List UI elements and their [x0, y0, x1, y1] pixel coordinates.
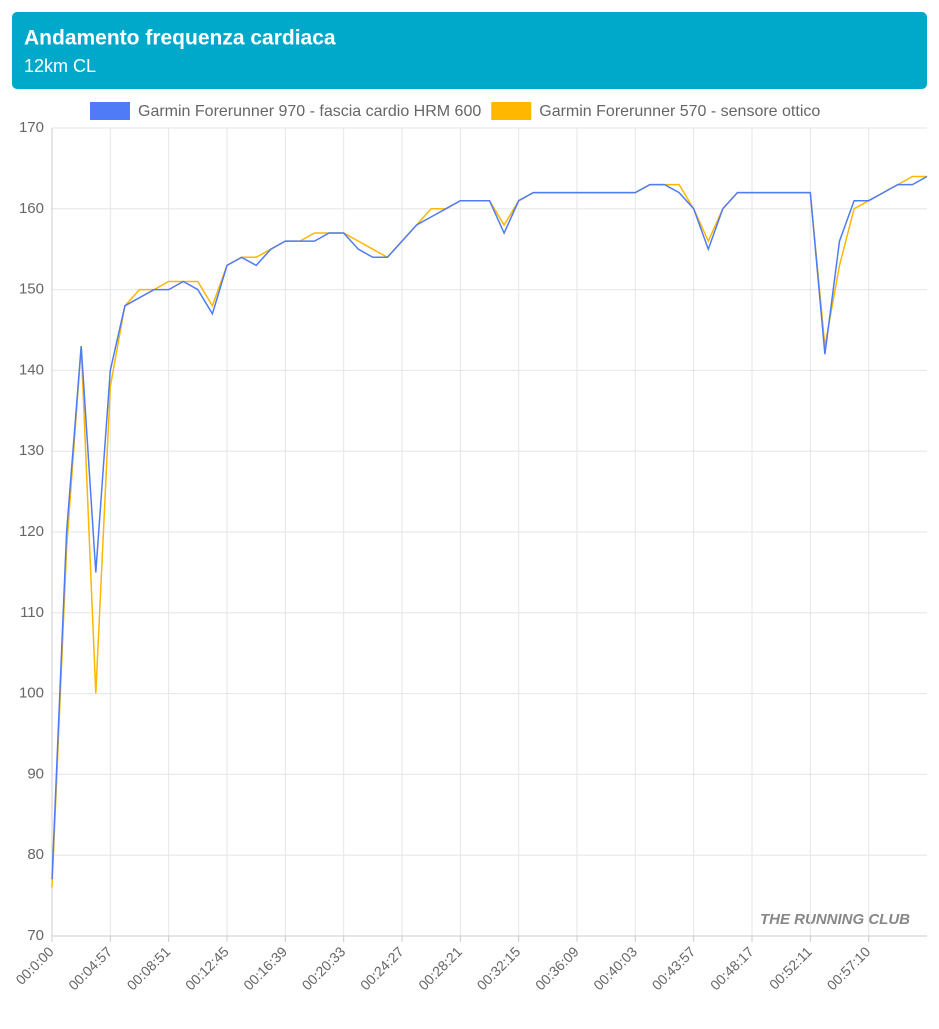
legend-swatch — [491, 102, 532, 120]
y-tick-label: 100 — [19, 685, 44, 702]
x-tick-label: 00:36:09 — [532, 943, 582, 993]
x-tick-label: 00:24:27 — [357, 943, 407, 993]
legend-swatch — [90, 102, 130, 120]
series-line — [51, 175, 928, 880]
x-tick-label: 00:04:57 — [65, 943, 115, 993]
chart-title: Andamento frequenza cardiaca — [24, 27, 336, 50]
y-tick-label: 150 — [19, 281, 44, 298]
x-tick-label: 00:57:10 — [824, 943, 874, 993]
y-tick-label: 170 — [19, 119, 44, 136]
x-tick-label: 00:32:15 — [474, 943, 524, 993]
legend-label: Garmin Forerunner 570 - sensore ottico — [539, 103, 820, 120]
x-tick-label: 00:28:21 — [415, 943, 465, 993]
chart-subtitle: 12km CL — [24, 56, 96, 76]
x-tick-label: 00:12:45 — [182, 943, 232, 993]
y-tick-label: 70 — [27, 927, 44, 944]
y-tick-label: 120 — [19, 523, 44, 540]
x-tick-label: 00:16:39 — [240, 943, 290, 993]
y-tick-label: 110 — [20, 604, 44, 621]
y-tick-label: 90 — [27, 765, 44, 782]
legend-label: Garmin Forerunner 970 - fascia cardio HR… — [138, 103, 481, 120]
x-tick-label: 00:48:17 — [707, 943, 757, 993]
y-tick-label: 140 — [19, 361, 44, 378]
x-tick-label: 00:08:51 — [124, 943, 174, 993]
watermark: THE RUNNING CLUB — [760, 911, 910, 928]
x-tick-label: 00:0:00 — [12, 943, 56, 987]
y-tick-label: 130 — [19, 442, 44, 459]
header — [12, 12, 927, 89]
x-tick-label: 00:40:03 — [590, 943, 640, 993]
y-tick-label: 80 — [27, 846, 44, 863]
y-tick-label: 160 — [19, 200, 44, 217]
x-tick-label: 00:43:57 — [649, 943, 699, 993]
x-tick-label: 00:52:11 — [766, 943, 815, 992]
x-tick-label: 00:20:33 — [299, 943, 349, 993]
